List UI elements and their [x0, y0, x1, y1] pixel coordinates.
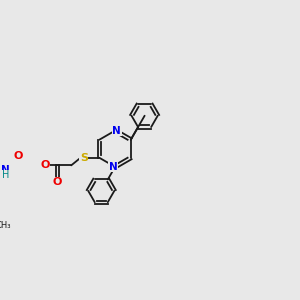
- Text: CH₃: CH₃: [0, 221, 11, 230]
- Text: O: O: [53, 177, 62, 187]
- Text: S: S: [80, 153, 88, 163]
- Text: H: H: [2, 170, 10, 180]
- Text: N: N: [2, 165, 10, 175]
- Text: O: O: [40, 160, 50, 170]
- Text: N: N: [112, 126, 121, 136]
- Text: O: O: [14, 151, 23, 161]
- Text: N: N: [109, 162, 118, 172]
